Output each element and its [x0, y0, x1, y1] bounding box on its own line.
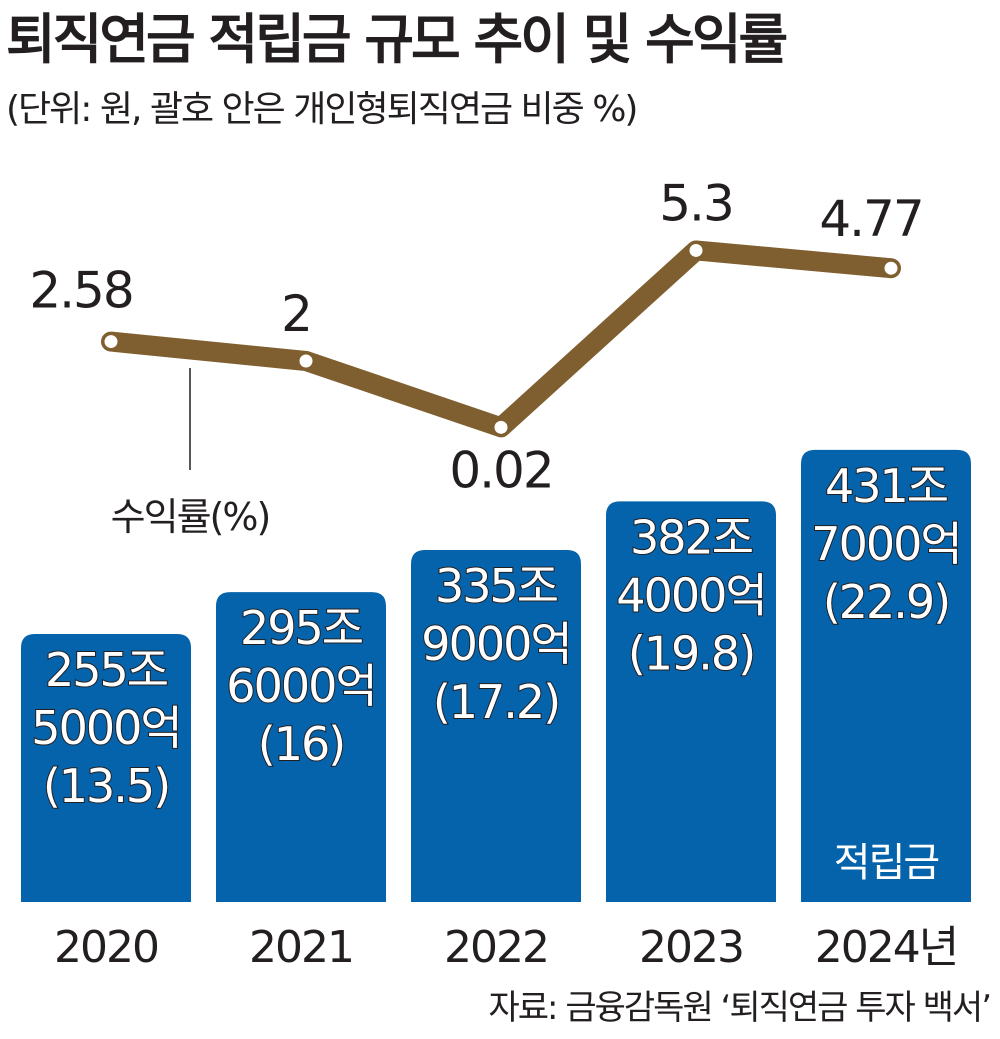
chart-source: 자료: 금융감독원 ‘퇴직연금 투자 백서’ [488, 988, 992, 1028]
bar-2024 [801, 449, 971, 902]
chart-annotations: 2020 2021 2022 2023 2024년 적립금 수익률(%) [54, 368, 959, 973]
line-value-label: 2.58 [29, 262, 132, 320]
line-value-label: 4.77 [819, 190, 922, 248]
line-point [491, 417, 511, 437]
bar-2021 [216, 592, 386, 902]
bar-2023 [606, 501, 776, 902]
line-point [296, 351, 316, 371]
bar-2020 [21, 634, 191, 902]
bar-series-name: 적립금 [834, 840, 939, 886]
x-tick-label: 2022 [444, 922, 548, 973]
line-point [686, 240, 706, 260]
line-point [101, 332, 121, 352]
bar-value-label: 255조 [45, 643, 168, 697]
bar-value-label: 5000억 [31, 701, 180, 755]
bar-value-label: (16) [258, 717, 344, 771]
bar-value-label: (17.2) [433, 675, 559, 729]
x-tick-label: 2023 [639, 922, 743, 973]
bar-value-label: 7000억 [811, 517, 960, 571]
x-tick-label: 2021 [249, 922, 353, 973]
bar-value-label: 295조 [240, 601, 363, 655]
line-series-name: 수익률(%) [111, 495, 270, 539]
bar-2022 [411, 549, 581, 902]
bar-value-label: 9000억 [421, 617, 570, 671]
return-rate-line [101, 240, 901, 438]
bar-value-label: 335조 [435, 559, 558, 613]
line-value-label: 0.02 [449, 441, 552, 499]
chart-title: 퇴직연금 적립금 규모 추이 및 수익률 [6, 8, 788, 71]
chart-subtitle: (단위: 원, 괄호 안은 개인형퇴직연금 비중 %) [6, 89, 638, 130]
x-tick-label: 2024년 [815, 922, 957, 973]
bar-value-label: 431조 [825, 459, 948, 513]
line-point [881, 258, 901, 278]
bar-value-label: (19.8) [628, 626, 754, 680]
bar-value-label: 382조 [630, 510, 753, 564]
bar-value-label: 4000억 [616, 568, 765, 622]
bar-value-label: 6000억 [226, 659, 375, 713]
x-tick-label: 2020 [54, 922, 158, 973]
line-value-label: 2 [281, 285, 311, 343]
bar-value-label: (13.5) [43, 759, 169, 813]
line-value-label: 5.3 [659, 174, 733, 232]
bar-value-label: (22.9) [823, 575, 949, 629]
line-series: 2.58 2 0.02 5.3 4.77 [29, 174, 924, 499]
